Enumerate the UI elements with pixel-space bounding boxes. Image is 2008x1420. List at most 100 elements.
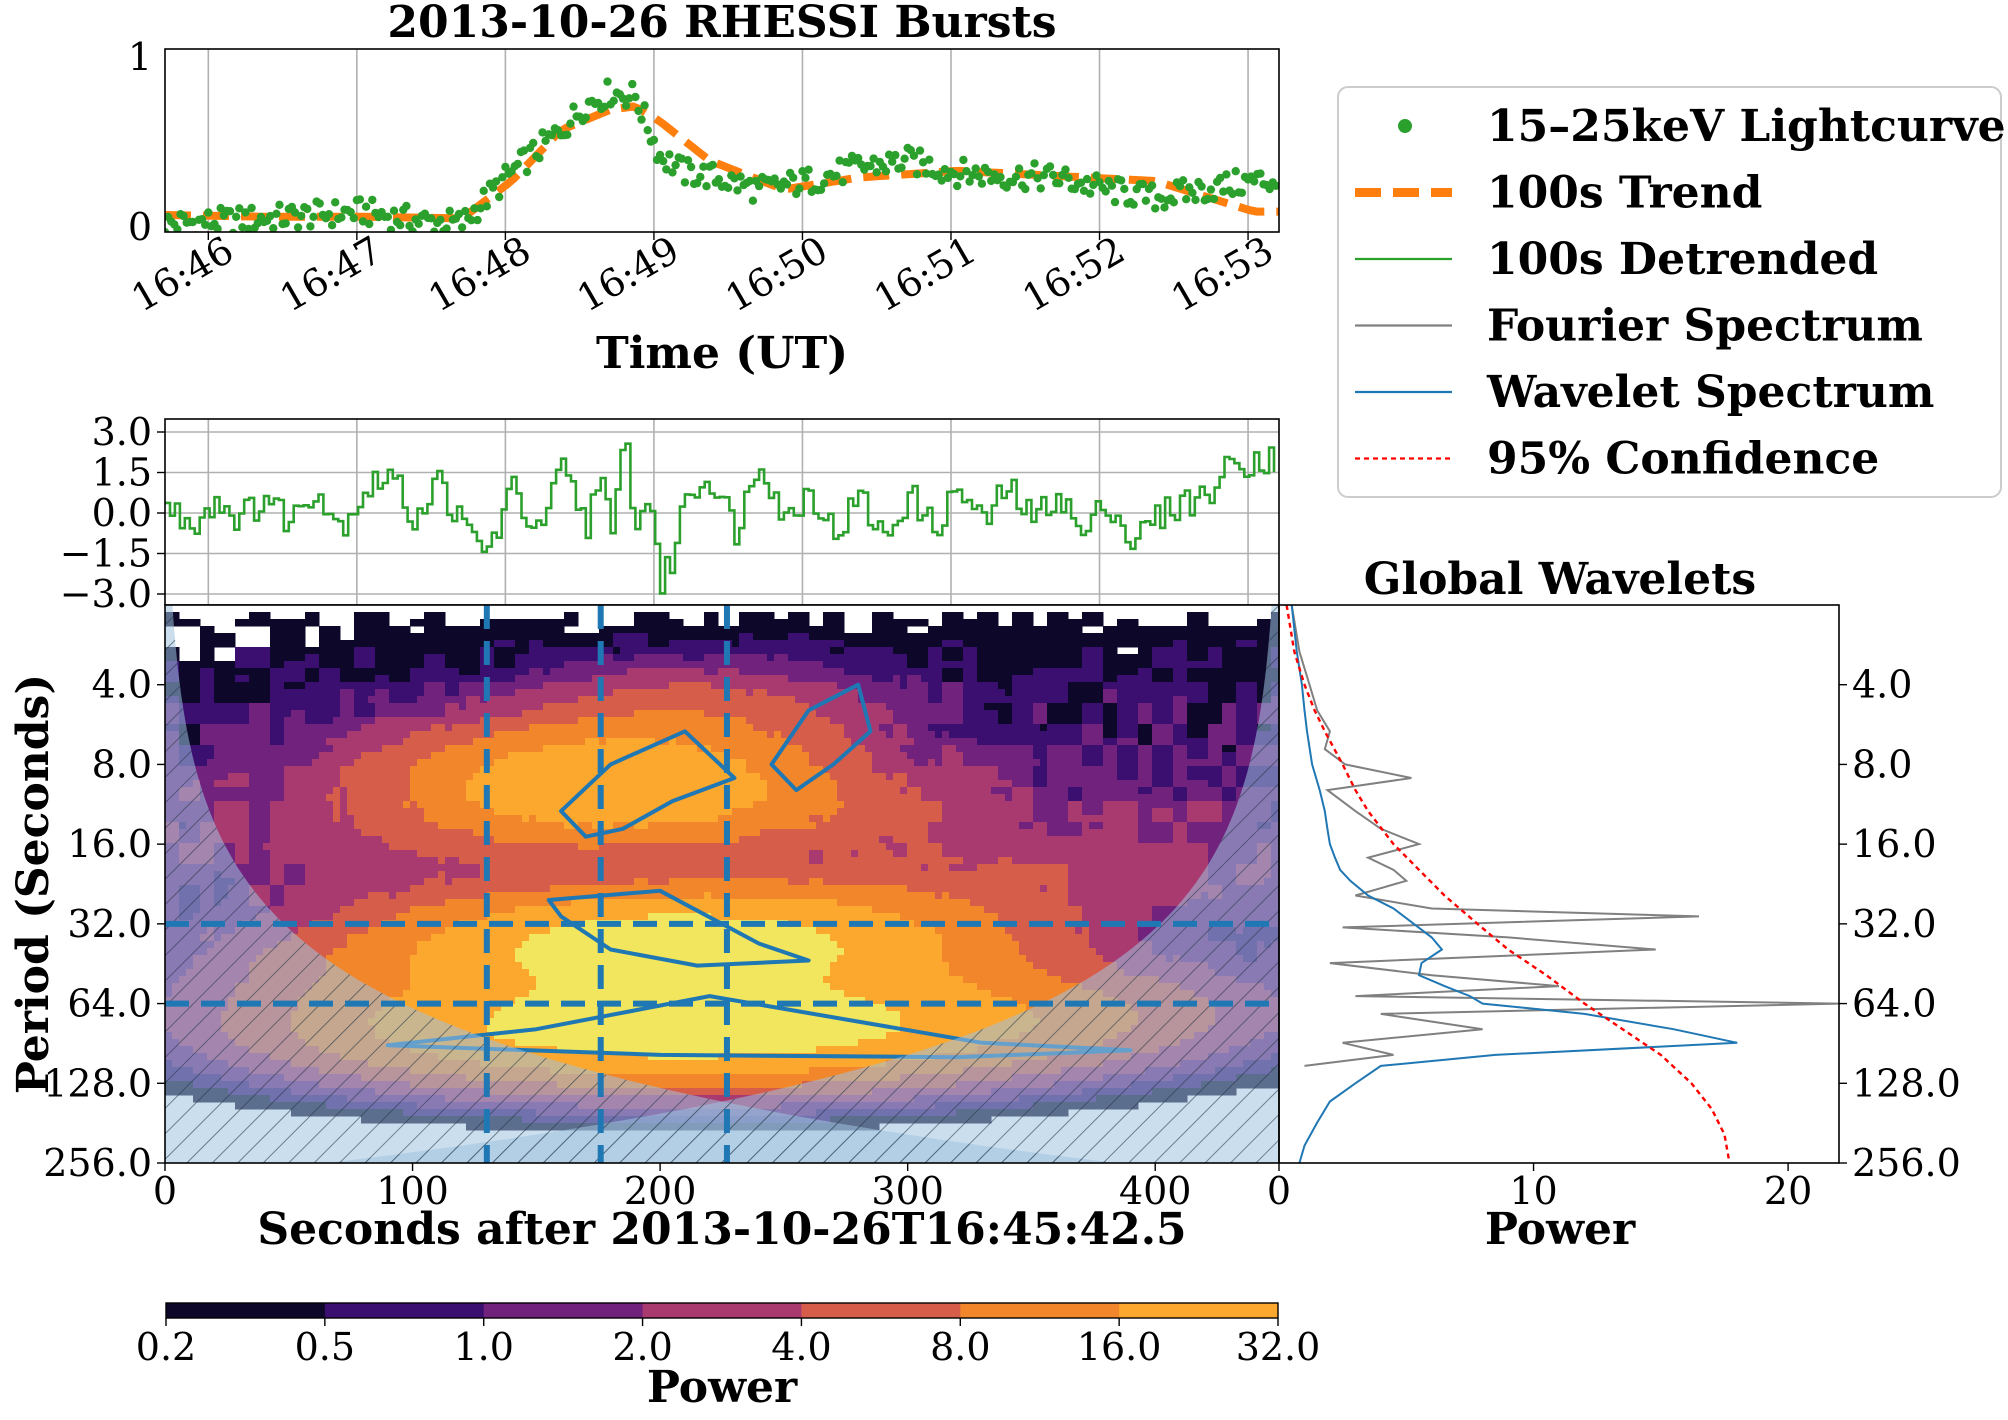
wavelet-power-cell [1194,675,1202,683]
wavelet-power-cell [270,752,278,760]
lightcurve-point [1086,189,1095,198]
wavelet-power-cell [963,633,971,641]
wavelet-power-cell [571,801,579,809]
wavelet-power-cell [249,752,257,760]
wavelet-power-cell [347,675,355,683]
wavelet-power-cell [1026,682,1034,690]
wavelet-power-cell [368,794,376,802]
wavelet-power-cell [1152,654,1160,662]
wavelet-power-cell [1019,619,1027,627]
lightcurve-point [971,164,980,173]
wavelet-power-cell [606,801,614,809]
wavelet-power-cell [235,801,243,809]
lightcurve-point [959,155,968,165]
wavelet-power-cell [970,654,978,662]
wavelet-power-cell [879,689,887,697]
wavelet-power-cell [480,787,488,795]
wavelet-power-cell [1054,787,1062,795]
wavelet-power-cell [1103,773,1111,781]
lightcurve-point [430,227,439,232]
wavelet-power-cell [375,794,383,802]
wavelet-power-cell [564,703,572,711]
wavelet-power-cell [557,801,565,809]
wavelet-power-cell [1103,780,1111,788]
wavelet-power-cell [718,661,726,669]
wavelet-power-cell [522,675,530,683]
wavelet-power-cell [907,780,915,788]
wavelet-power-cell [760,724,768,732]
wavelet-power-cell [1005,745,1013,753]
wavelet-power-cell [270,654,278,662]
wavelet-power-cell [746,675,754,683]
wavelet-power-cell [620,815,628,823]
wavelet-power-cell [564,661,572,669]
wavelet-power-cell [592,815,600,823]
wavelet-power-cell [1180,745,1188,753]
wavelet-power-cell [634,710,642,718]
wavelet-power-cell [410,710,418,718]
wavelet-power-cell [1180,654,1188,662]
wavelet-power-cell [914,661,922,669]
wavelet-power-cell [683,689,691,697]
wavelet-power-cell [711,787,719,795]
wavelet-power-cell [270,689,278,697]
wavelet-power-cell [403,738,411,746]
wavelet-power-cell [235,815,243,823]
wavelet-power-cell [795,661,803,669]
wavelet-power-cell [1166,773,1174,781]
wavelet-power-cell [676,689,684,697]
wavelet-power-cell [1075,724,1083,732]
wavelet-power-cell [893,724,901,732]
wavelet-power-cell [592,801,600,809]
wavelet-power-cell [1180,633,1188,641]
wavelet-power-cell [172,612,180,620]
wavelet-power-cell [228,801,236,809]
wavelet-power-cell [466,815,474,823]
wavelet-power-cell [1264,647,1272,655]
wavelet-power-cell [1103,661,1111,669]
wavelet-power-cell [1159,724,1167,732]
wavelet-power-cell [1033,759,1041,767]
wavelet-power-cell [333,759,341,767]
wavelet-power-cell [578,731,586,739]
wavelet-power-cell [928,633,936,641]
wavelet-power-cell [291,710,299,718]
wavelet-power-cell [1089,752,1097,760]
lightcurve-point [581,113,590,122]
wavelet-power-cell [1201,647,1209,655]
wavelet-power-cell [1054,633,1062,641]
wavelet-power-cell [298,759,306,767]
wavelet-power-cell [543,780,551,788]
wavelet-power-cell [522,647,530,655]
wavelet-power-cell [1012,780,1020,788]
wavelet-power-cell [872,682,880,690]
wavelet-power-cell [942,759,950,767]
wavelet-power-cell [249,654,257,662]
wavelet-power-cell [830,703,838,711]
wavelet-power-cell [438,626,446,634]
wavelet-power-cell [361,612,369,620]
wavelet-power-cell [270,773,278,781]
wavelet-power-cell [1110,808,1118,816]
wavelet-power-cell [228,752,236,760]
wavelet-power-cell [431,710,439,718]
wavelet-power-cell [1082,731,1090,739]
wavelet-power-cell [886,794,894,802]
wavelet-power-cell [1173,759,1181,767]
wavelet-power-cell [802,745,810,753]
wavelet-power-cell [949,633,957,641]
wavelet-power-cell [564,696,572,704]
wavelet-power-cell [788,773,796,781]
wavelet-power-cell [424,640,432,648]
wavelet-power-cell [886,808,894,816]
wavelet-power-cell [872,675,880,683]
wavelet-power-cell [1110,668,1118,676]
wavelet-power-cell [676,738,684,746]
wavelet-power-cell [1159,710,1167,718]
wavelet-power-cell [669,689,677,697]
wavelet-power-cell [921,724,929,732]
wavelet-power-cell [900,703,908,711]
wavelet-power-cell [942,682,950,690]
wavelet-power-cell [389,780,397,788]
